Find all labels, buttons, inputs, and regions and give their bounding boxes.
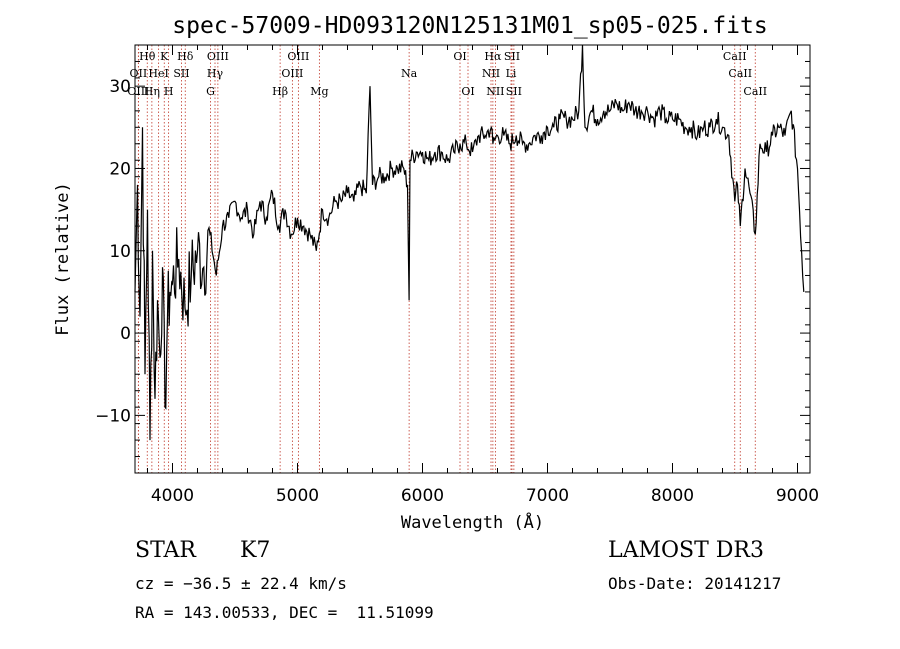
emission-line-label: SII [504, 50, 520, 63]
emission-line-label: CaII [723, 50, 747, 63]
y-tick-label: 20 [109, 159, 131, 179]
emission-line-label: OII [130, 67, 148, 80]
x-tick-label: 9000 [776, 486, 819, 506]
emission-line-label: Mg [310, 85, 328, 98]
object-class: STAR [135, 538, 196, 563]
emission-line-label: NII [482, 67, 500, 80]
x-tick-label: 6000 [401, 486, 444, 506]
x-axis-label: Wavelength (Å) [401, 511, 544, 533]
ra-dec-coordinates: RA = 143.00533, DEC = 11.51099 [135, 603, 434, 622]
emission-line-label: OI [453, 50, 466, 63]
emission-line-label: HeI [148, 67, 168, 80]
survey-name: LAMOST DR3 [608, 538, 764, 563]
observation-date: Obs-Date: 20141217 [608, 574, 782, 593]
x-tick-label: 7000 [526, 486, 569, 506]
emission-line-label: Hγ [207, 67, 224, 80]
emission-line-label: Hη [144, 85, 160, 98]
emission-line-label: NII [486, 85, 504, 98]
emission-line-label: CaII [743, 85, 767, 98]
emission-line-label: Hβ [272, 85, 288, 98]
plot-frame [134, 44, 811, 474]
emission-line-label: CaII [728, 67, 752, 80]
object-subclass: K7 [240, 538, 271, 563]
x-tick-label: 8000 [651, 486, 694, 506]
redshift-cz: cz = −36.5 ± 22.4 km/s [135, 574, 347, 593]
emission-line-label: OI [461, 85, 474, 98]
emission-line-label: H [164, 85, 174, 98]
emission-line-label: Na [401, 67, 418, 80]
emission-line-label: K [160, 50, 169, 63]
emission-line-label: OIII [207, 50, 229, 63]
y-tick-label: −10 [95, 406, 131, 426]
axis-ticks: 4000 5000 6000 7000 8000 9000 −10 0 10 20 30 [95, 44, 819, 506]
emission-line-label: Li [506, 67, 517, 80]
emission-line-label: SII [506, 85, 522, 98]
emission-line-label: Hδ [177, 50, 194, 63]
emission-line-label: Hα [484, 50, 502, 63]
flux-series-line [134, 44, 805, 441]
y-axis-label: Flux (relative) [53, 182, 73, 336]
emission-line-labels: Hθ OII OIII K H HeI Hη Hδ SII OIII Hγ G OIII OIII Hβ Mg… [127, 50, 767, 98]
emission-line-label: Hθ [139, 50, 156, 63]
emission-line-markers [137, 45, 756, 473]
emission-line-label: SII [173, 67, 189, 80]
x-tick-label: 5000 [276, 486, 319, 506]
emission-line-label: OIII [127, 85, 149, 98]
x-tick-label: 4000 [151, 486, 194, 506]
chart-title: spec-57009-HD093120N125131M01_sp05-025.f… [172, 13, 767, 39]
emission-line-label: G [206, 85, 215, 98]
y-tick-label: 0 [120, 324, 131, 344]
y-tick-label: 10 [109, 242, 131, 262]
emission-line-label: OIII [287, 50, 309, 63]
y-tick-label: 30 [109, 77, 131, 97]
emission-line-label: OIII [281, 67, 303, 80]
